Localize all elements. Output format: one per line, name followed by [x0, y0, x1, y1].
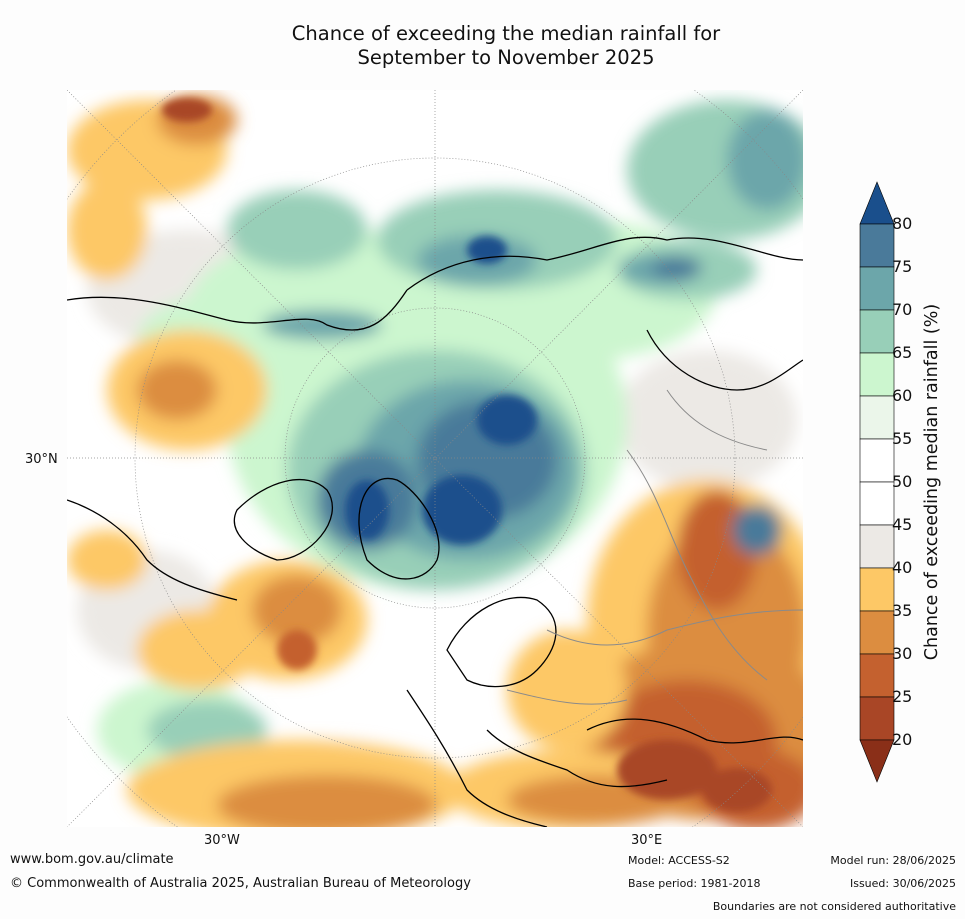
colorbar-tick-35: 35 [892, 601, 913, 620]
colorbar-extend-top [859, 181, 895, 225]
footer-url: www.bom.gov.au/climate [10, 852, 174, 867]
colorbar-svg [859, 181, 895, 783]
colorbar-band-20-25 [859, 696, 895, 741]
colorbar-tick-45: 45 [892, 515, 913, 534]
colorbar-tick-70: 70 [892, 300, 913, 319]
lon-30e-label: 30°E [631, 833, 663, 848]
footer-copyright: © Commonwealth of Australia 2025, Austra… [10, 876, 471, 891]
rainfall-map [67, 90, 803, 827]
lon-30w-label: 30°W [204, 833, 240, 848]
colorbar-tick-30: 30 [892, 644, 913, 663]
colorbar-band-70-75 [859, 266, 895, 311]
colorbar-band-60-65 [859, 352, 895, 397]
lat-30n-label: 30°N [25, 452, 58, 467]
footer-model-run: Model run: 28/06/2025 [830, 854, 956, 867]
title-line-2: September to November 2025 [357, 46, 655, 69]
colorbar-band-40-45 [859, 524, 895, 569]
colorbar-band-50-55 [859, 438, 895, 483]
colorbar [850, 180, 965, 785]
colorbar-tick-50: 50 [892, 472, 913, 491]
colorbar-band-25-30 [859, 653, 895, 698]
colorbar-band-65-70 [859, 309, 895, 354]
coastlines [67, 236, 803, 827]
country-borders [506, 389, 803, 705]
colorbar-tick-25: 25 [892, 687, 913, 706]
colorbar-tick-40: 40 [892, 558, 913, 577]
footer-model: Model: ACCESS-S2 [628, 854, 730, 867]
colorbar-title-text: Chance of exceeding median rainfall (%) [922, 303, 942, 661]
colorbar-tick-75: 75 [892, 257, 913, 276]
map-title: Chance of exceeding the median rainfall … [0, 22, 965, 70]
map-svg [67, 90, 803, 827]
colorbar-band-35-40 [859, 567, 895, 612]
colorbar-tick-20: 20 [892, 730, 913, 749]
colorbar-tick-60: 60 [892, 386, 913, 405]
colorbar-tick-65: 65 [892, 343, 913, 362]
colorbar-tick-55: 55 [892, 429, 913, 448]
footer-issued: Issued: 30/06/2025 [849, 877, 956, 890]
title-line-1: Chance of exceeding the median rainfall … [291, 22, 721, 45]
colorbar-tick-80: 80 [892, 214, 913, 233]
colorbar-band-45-50 [859, 481, 895, 526]
colorbar-extend-bottom [859, 739, 895, 783]
colorbar-band-75-80 [859, 223, 895, 268]
colorbar-band-30-35 [859, 610, 895, 655]
footer-base-period: Base period: 1981-2018 [628, 877, 761, 890]
colorbar-band-55-60 [859, 395, 895, 440]
footer-disclaimer: Boundaries are not considered authoritat… [712, 900, 956, 913]
graticule [67, 90, 803, 827]
